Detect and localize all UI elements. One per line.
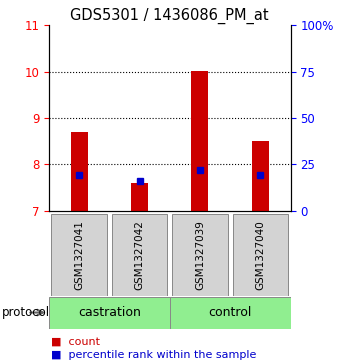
Bar — [71, 132, 88, 211]
Bar — [252, 141, 269, 211]
Bar — [51, 214, 107, 296]
Bar — [232, 214, 288, 296]
Bar — [191, 71, 208, 211]
Title: GDS5301 / 1436086_PM_at: GDS5301 / 1436086_PM_at — [70, 8, 269, 24]
Text: ■  count: ■ count — [51, 337, 100, 347]
Text: protocol: protocol — [2, 306, 50, 319]
Text: GSM1327041: GSM1327041 — [74, 220, 84, 290]
Text: control: control — [209, 306, 252, 319]
Bar — [49, 297, 170, 329]
Bar — [170, 297, 290, 329]
Text: GSM1327042: GSM1327042 — [134, 220, 145, 290]
Bar — [112, 214, 167, 296]
Text: castration: castration — [78, 306, 141, 319]
Bar — [172, 214, 228, 296]
Text: GSM1327040: GSM1327040 — [255, 220, 265, 290]
Bar — [131, 183, 148, 211]
Text: GSM1327039: GSM1327039 — [195, 220, 205, 290]
Text: ■  percentile rank within the sample: ■ percentile rank within the sample — [51, 350, 256, 360]
